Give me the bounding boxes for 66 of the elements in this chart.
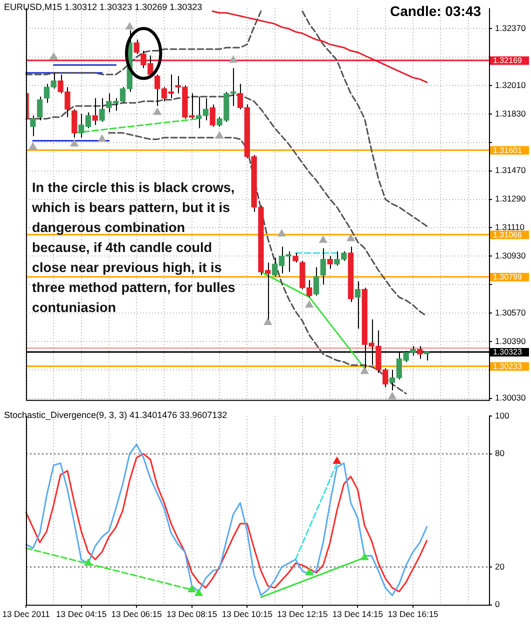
line-series [25, 10, 262, 76]
candlestick [92, 98, 98, 126]
point [98, 134, 106, 142]
y-tick-label: 100 [495, 410, 510, 420]
point [388, 392, 396, 400]
x-tick-label: 13 Dec 10:15 [222, 609, 273, 620]
annotation: Candle: 03:43 [390, 3, 481, 19]
point [70, 139, 78, 146]
point [28, 142, 37, 150]
point [153, 108, 162, 115]
point [50, 52, 58, 60]
point [194, 588, 203, 596]
y-tick-label: 20 [495, 561, 505, 572]
x-tick-label: 13 Dec 16:15 [388, 609, 439, 620]
point [333, 456, 341, 464]
y-tick-label: 0 [495, 599, 500, 610]
point [305, 300, 314, 308]
candlestick [313, 266, 320, 296]
candlestick [210, 104, 216, 128]
candlestick [99, 98, 105, 122]
point [188, 585, 196, 592]
y-tick-label: 1.32010 [495, 80, 526, 90]
y-tick-label: 1.31110 [495, 222, 525, 232]
x-tick-label: 13 Dec 08:15 [166, 609, 218, 620]
point [216, 132, 224, 139]
point [264, 318, 272, 325]
y-tick-label: 1.30390 [495, 336, 526, 346]
point [278, 230, 286, 237]
candlestick [30, 115, 36, 137]
point [229, 56, 238, 63]
ref-line-label: 1.32169 [493, 56, 522, 66]
y-tick-label: 1.31290 [495, 194, 526, 204]
candlestick [36, 96, 43, 121]
y-tick-label: 1.31470 [495, 165, 526, 176]
point [305, 568, 314, 576]
point [360, 553, 369, 560]
chart-title: Stochastic_Divergence(9, 3, 3) 41.3401476 33.9607132 [4, 410, 228, 420]
chart-title: EURUSD,M15 1.30312 1.30323 1.30269 1.30323 [4, 2, 202, 12]
x-tick-label: 13 Dec 06:15 [111, 609, 162, 620]
ref-line-label: 1.30799 [493, 272, 522, 282]
x-tick-label: 13 Dec 12:15 [277, 609, 328, 620]
ref-line-label: 1.30233 [493, 362, 522, 371]
candlestick [72, 108, 78, 138]
y-tick-label: 1.32370 [495, 22, 526, 33]
point [84, 558, 92, 566]
ref-line-label: 1.30323 [493, 348, 522, 357]
y-tick-label: 1.31830 [495, 108, 526, 118]
point [126, 22, 134, 30]
ref-line-label: 1.31601 [493, 146, 522, 155]
point [360, 366, 369, 374]
y-tick-label: 80 [495, 448, 505, 458]
candlestick [292, 252, 298, 263]
ref-line-label: 1.31066 [493, 230, 522, 240]
candlestick [354, 280, 361, 330]
y-tick-label: 1.30930 [495, 250, 526, 260]
x-tick-label: 13 Dec 2011 [2, 609, 50, 620]
point [319, 236, 328, 243]
point [346, 234, 355, 242]
candlestick [327, 256, 333, 270]
y-tick-label: 1.30030 [495, 392, 526, 403]
candlestick [320, 248, 326, 286]
candlestick [134, 39, 140, 54]
y-tick-label: 1.30570 [495, 307, 526, 318]
annotation: In the circle this is black crows, which is bears pattern, but it is dangerous combination because, if 4th candle could close near previous high, it is three method pattern, for bulles contuniasion [32, 179, 236, 317]
x-tick-label: 13 Dec 04:15 [56, 609, 107, 620]
x-tick-label: 13 Dec 14:15 [332, 609, 384, 620]
